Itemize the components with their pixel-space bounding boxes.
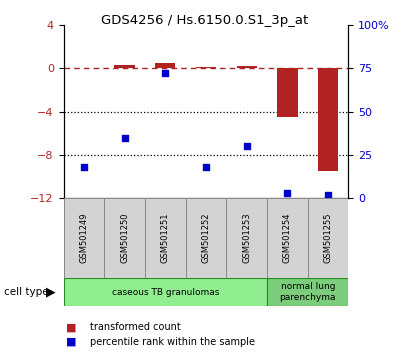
- Bar: [307, 198, 348, 278]
- Point: [324, 192, 330, 198]
- Bar: [266, 198, 307, 278]
- Point: [243, 143, 249, 149]
- Text: ■: ■: [65, 337, 76, 347]
- Point: [202, 164, 209, 170]
- Bar: [236, 66, 256, 68]
- Point: [283, 190, 290, 196]
- Bar: [196, 67, 216, 68]
- Bar: [185, 198, 226, 278]
- Text: GSM501255: GSM501255: [323, 213, 332, 263]
- Point: [81, 164, 87, 170]
- Bar: [145, 198, 185, 278]
- Bar: [63, 278, 266, 306]
- Bar: [104, 198, 145, 278]
- Text: ■: ■: [65, 322, 76, 332]
- Text: GSM501252: GSM501252: [201, 213, 210, 263]
- Bar: [276, 68, 297, 117]
- Text: transformed count: transformed count: [90, 322, 180, 332]
- Point: [162, 70, 168, 76]
- Text: caseous TB granulomas: caseous TB granulomas: [111, 287, 218, 297]
- Bar: [114, 65, 135, 68]
- Text: normal lung
parenchyma: normal lung parenchyma: [279, 282, 335, 302]
- Text: GSM501253: GSM501253: [242, 213, 251, 263]
- Bar: [63, 198, 104, 278]
- Text: GSM501250: GSM501250: [120, 213, 129, 263]
- Text: GDS4256 / Hs.6150.0.S1_3p_at: GDS4256 / Hs.6150.0.S1_3p_at: [101, 14, 308, 27]
- Text: ▶: ▶: [46, 286, 55, 298]
- Text: cell type: cell type: [4, 287, 49, 297]
- Text: percentile rank within the sample: percentile rank within the sample: [90, 337, 254, 347]
- Point: [121, 135, 128, 140]
- Bar: [155, 63, 175, 68]
- Text: GSM501249: GSM501249: [79, 213, 88, 263]
- Bar: [226, 198, 266, 278]
- Bar: [317, 68, 337, 171]
- Text: GSM501254: GSM501254: [282, 213, 291, 263]
- Text: GSM501251: GSM501251: [160, 213, 169, 263]
- Bar: [266, 278, 348, 306]
